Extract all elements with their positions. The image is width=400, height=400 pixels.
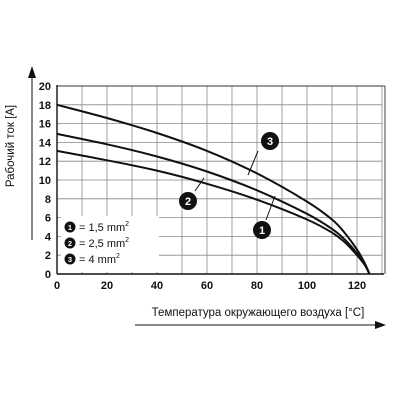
y-tick-label: 14 — [39, 137, 52, 149]
legend-entry-superscript: 2 — [116, 253, 120, 260]
x-tick-label: 20 — [101, 280, 113, 292]
marker-leader-2 — [194, 177, 205, 192]
legend-entry-text: = 1,5 mm — [79, 222, 125, 234]
y-tick-label: 0 — [45, 269, 51, 281]
marker-leader-1 — [265, 195, 276, 221]
legend-entry-superscript: 2 — [125, 221, 129, 228]
x-tick-label: 120 — [348, 280, 366, 292]
curve-marker-2 — [179, 192, 197, 210]
curve-marker-label-1: 1 — [259, 225, 265, 237]
legend-marker-label-1: 1 — [68, 223, 72, 232]
x-axis-label: Температура окружающего воздуха [°C] — [152, 307, 365, 319]
y-tick-label: 20 — [39, 81, 51, 93]
x-tick-label: 80 — [251, 280, 263, 292]
x-tick-label: 60 — [201, 280, 213, 292]
series-line-3 — [56, 103, 371, 275]
legend-entry-2: = 2,5 mm2 — [79, 237, 129, 250]
y-tick-label: 2 — [45, 250, 51, 262]
legend-marker-3 — [64, 253, 76, 265]
legend-entry-1: = 1,5 mm2 — [79, 221, 129, 234]
legend-marker-2 — [64, 237, 76, 249]
curves — [56, 103, 371, 275]
legend-box — [61, 216, 159, 272]
legend-marker-label-2: 2 — [68, 239, 72, 248]
y-tick-label: 12 — [39, 156, 51, 168]
y-tick-label: 4 — [45, 231, 52, 243]
curve-marker-1 — [253, 221, 271, 239]
x-axis-arrow-head — [375, 321, 386, 329]
x-tick-label: 0 — [54, 280, 60, 292]
legend-entry-superscript: 2 — [125, 237, 129, 244]
x-tick-label: 100 — [298, 280, 316, 292]
x-tick-label: 40 — [151, 280, 163, 292]
y-tick-label: 16 — [39, 119, 51, 131]
y-axis-arrow-head — [28, 66, 36, 78]
curve-marker-3 — [261, 132, 279, 150]
y-tick-label: 10 — [39, 175, 51, 187]
y-tick-label: 6 — [45, 213, 51, 225]
curve-marker-label-2: 2 — [185, 196, 191, 208]
axes — [28, 66, 386, 329]
y-tick-label: 8 — [45, 194, 51, 206]
y-tick-label: 18 — [39, 100, 51, 112]
legend-entry-text: = 2,5 mm — [79, 238, 125, 250]
series-line-2 — [56, 132, 371, 275]
legend-entry-text: = 4 mm — [79, 254, 116, 266]
legend-marker-label-3: 3 — [68, 255, 72, 264]
legend-marker-1 — [64, 221, 76, 233]
curve-marker-label-3: 3 — [267, 136, 273, 148]
legend-entry-3: = 4 mm2 — [79, 253, 120, 266]
marker-leader-3 — [247, 150, 259, 176]
curve-markers: 1 2 3 — [179, 132, 279, 239]
y-axis-label: Рабочий ток [A] — [5, 105, 17, 187]
